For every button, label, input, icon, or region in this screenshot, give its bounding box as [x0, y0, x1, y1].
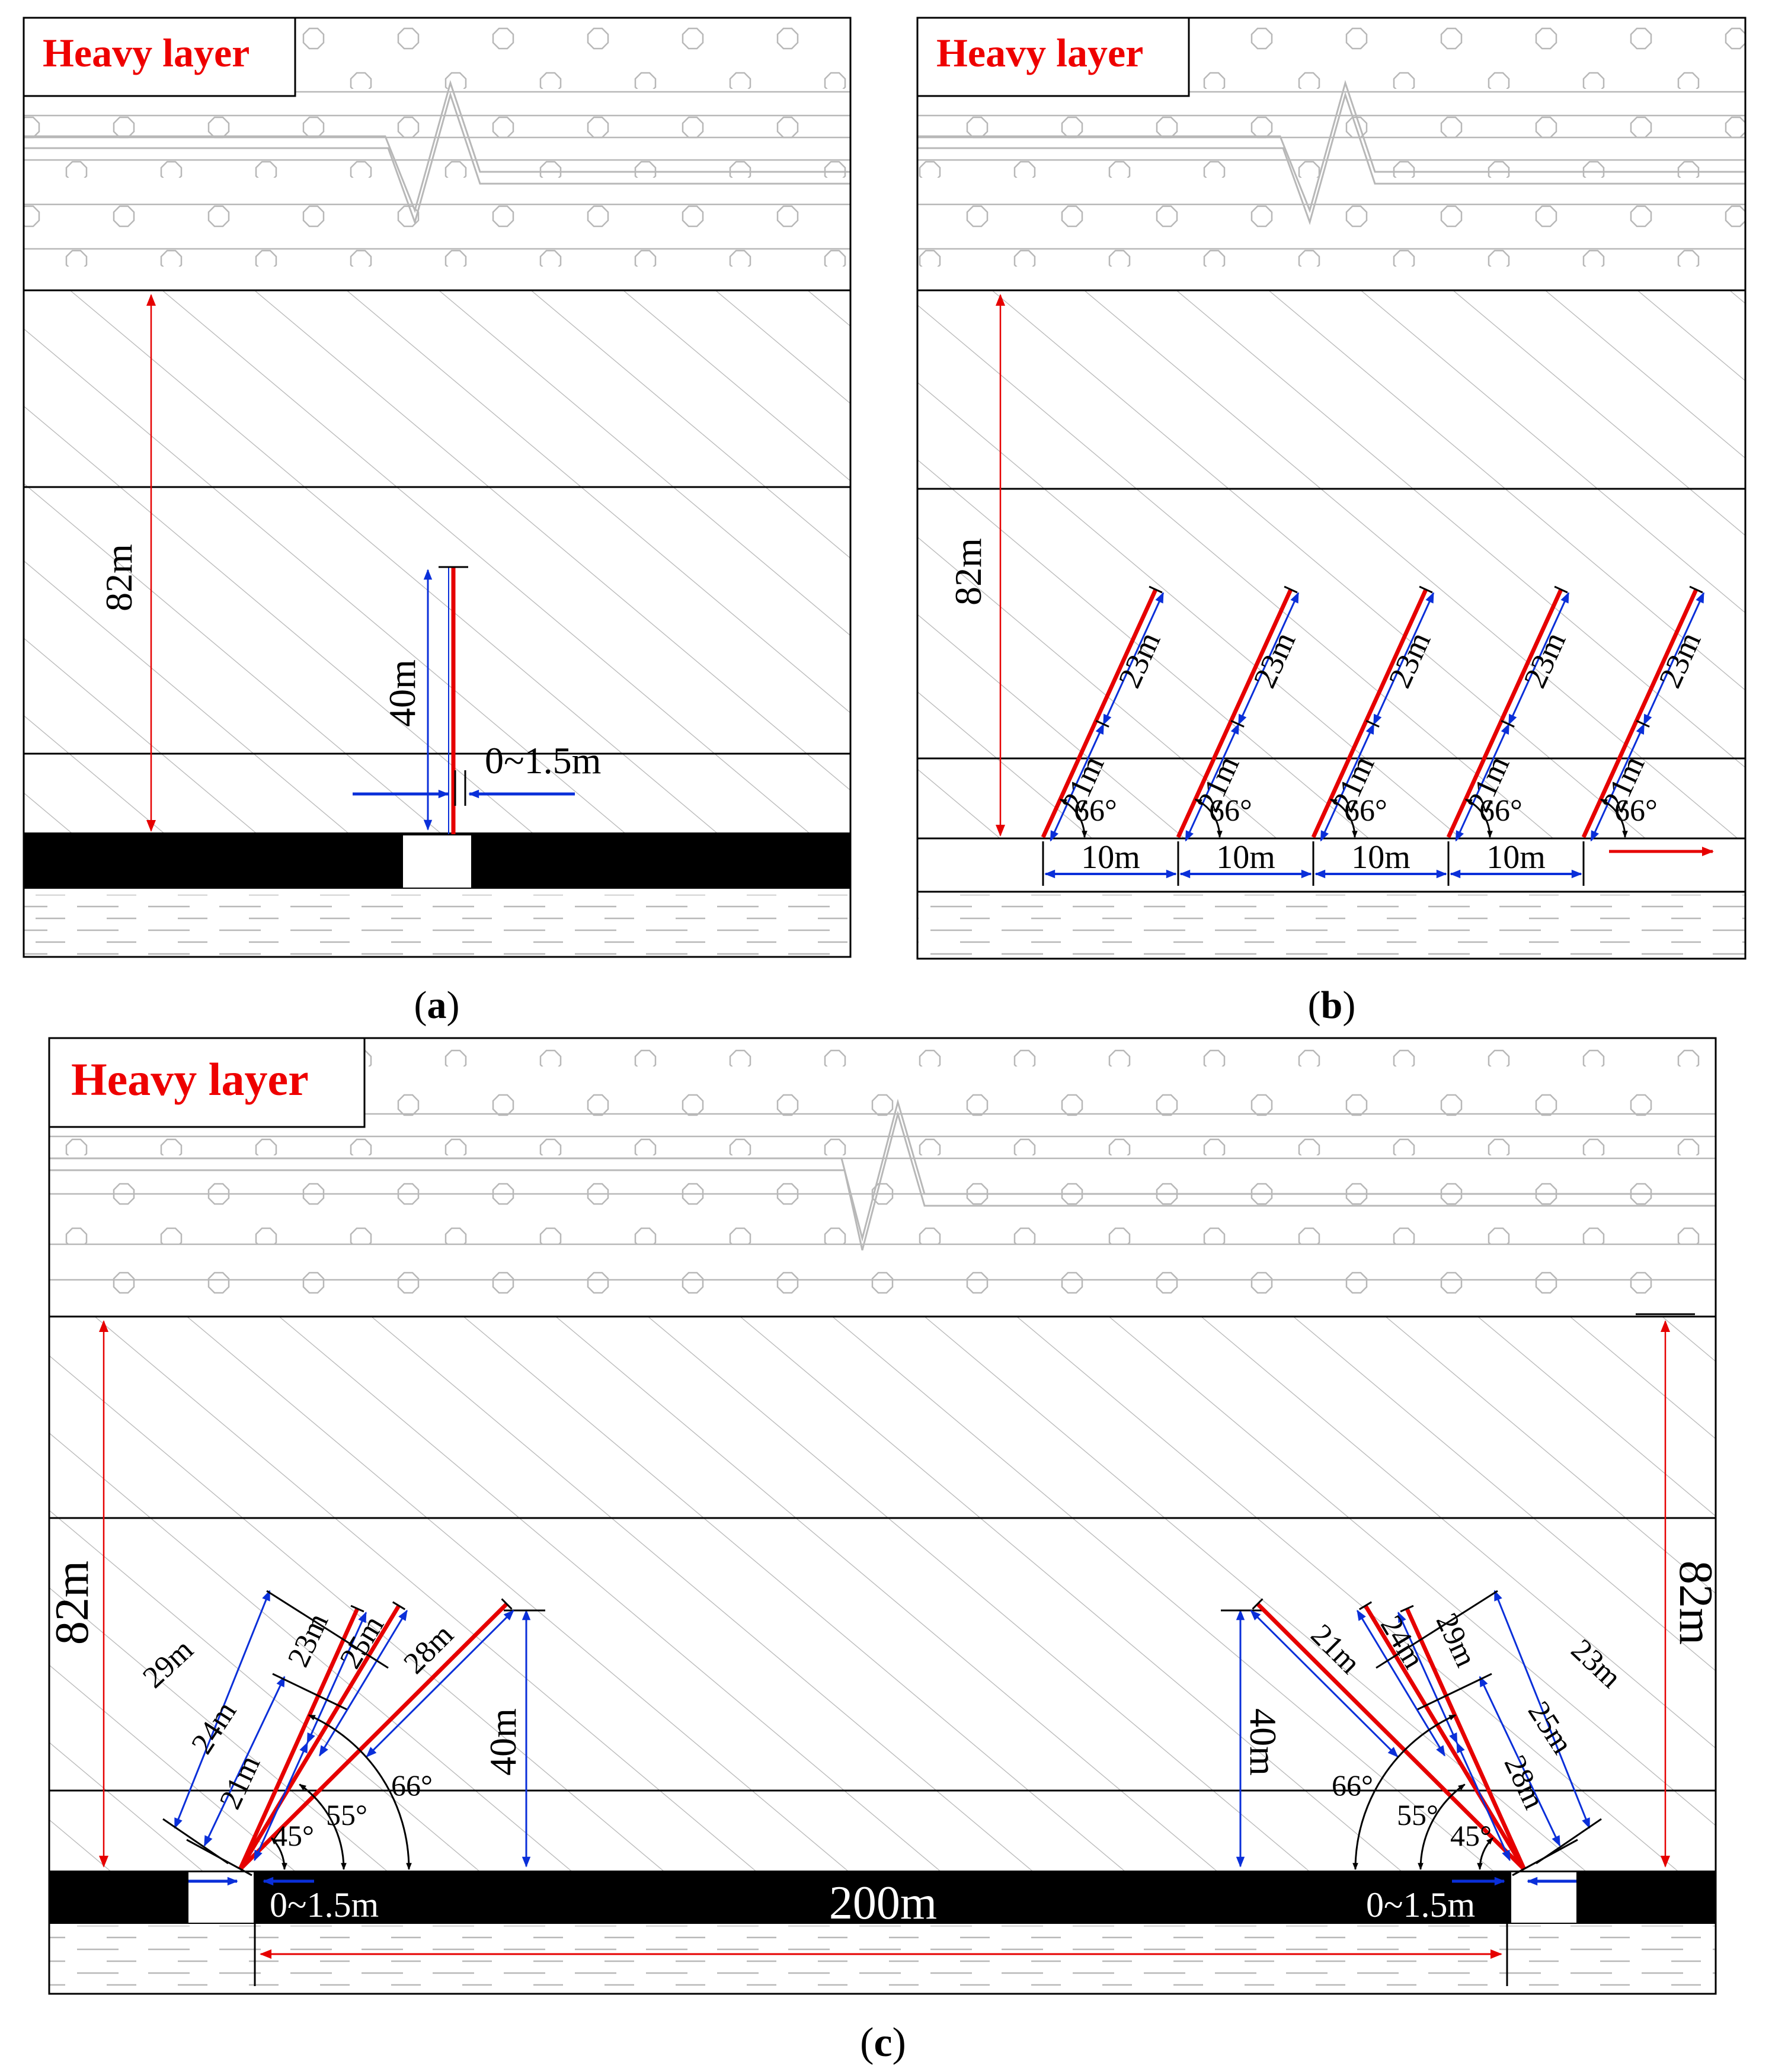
angle-arc — [1059, 798, 1087, 838]
angle-label: 66° — [1344, 794, 1387, 828]
fan-angle-arc — [1477, 1837, 1494, 1871]
fan-angle-label: 55° — [326, 1798, 367, 1831]
fan-angle-label: 45° — [273, 1819, 314, 1852]
panel-b-caption: (b) — [1308, 984, 1356, 1027]
segment-dim-upper — [1373, 592, 1435, 725]
angle-arc — [1329, 798, 1358, 838]
panel-a-distance-label: 82m — [98, 544, 140, 611]
panel-b-spacing-2: 10m — [1177, 839, 1314, 886]
angle-arc — [1600, 798, 1628, 838]
panel-a-heavy-label: Heavy layer — [43, 30, 250, 75]
panel-a-roadway — [403, 835, 471, 888]
segment-dim-upper — [1643, 592, 1705, 725]
panel-a-floor-stratum — [24, 895, 850, 957]
fan-angle-label: 66° — [1332, 1769, 1373, 1802]
panel-c-distance-label-right: 82m — [1669, 1561, 1722, 1645]
segment-dim-lower — [1185, 723, 1240, 842]
panel-c-offset-label-right: 0~1.5m — [1366, 1885, 1475, 1924]
angle-arc — [1464, 798, 1493, 838]
panel-a-offset-label: 0~1.5m — [485, 739, 601, 782]
panel-c-heavy-label: Heavy layer — [71, 1053, 309, 1105]
panel-c-border — [48, 1037, 1717, 1995]
fan-ext-dim-2 — [174, 1590, 271, 1829]
panel-b-heavy-label: Heavy layer — [936, 30, 1143, 75]
fan-angle-label: 45° — [1450, 1819, 1492, 1852]
segment-dim-lower — [1590, 723, 1645, 842]
panel-c-rock-hatch — [49, 1317, 1716, 1871]
fan-angle-arc — [308, 1714, 412, 1871]
panel-c-floor-stratum — [49, 1926, 1716, 1994]
fan-angle-label: 66° — [391, 1769, 433, 1802]
panel-c-caption: (c) — [860, 2020, 906, 2065]
panel-a-hole-length-label: 40m — [381, 659, 423, 727]
spacing-label: 10m — [1351, 839, 1410, 876]
panel-c-height-label-right: 40m — [1242, 1708, 1284, 1776]
panel-b-spacing-3: 10m — [1312, 839, 1450, 886]
panel-c-fault-symbol — [49, 1099, 1716, 1242]
panel-a-heavy-label-box — [23, 17, 296, 97]
panel-c-offset-label-left: 0~1.5m — [270, 1885, 379, 1924]
panel-c-coal-seam — [49, 1871, 1716, 1924]
panel-b-bedding-lines — [917, 91, 1745, 250]
panel-b-floor-stratum — [917, 895, 1745, 959]
spacing-label: 10m — [1081, 839, 1140, 876]
panel-a-fault-symbol — [24, 79, 850, 213]
segment-dim-upper — [1237, 592, 1300, 725]
segment-dim-lower — [1455, 723, 1510, 842]
panel-b-spacing-4: 10m — [1447, 839, 1585, 886]
panel-b-spacing-1: 10m — [1042, 839, 1179, 886]
segment-dim-lower — [1050, 723, 1105, 842]
spacing-label: 10m — [1486, 839, 1546, 876]
panel-c-heavy-label-box — [48, 1037, 366, 1128]
segment-dim-upper — [1508, 592, 1570, 725]
angle-arc — [1194, 798, 1223, 838]
fan-ext-dim-2 — [1493, 1590, 1591, 1829]
panel-c-height-label-left: 40m — [482, 1708, 524, 1776]
panel-c-distance-label-left: 82m — [46, 1561, 98, 1645]
segment-dim-lower — [1320, 723, 1375, 842]
angle-label: 66° — [1479, 794, 1522, 828]
panel-a-rock-hatch — [24, 290, 850, 832]
panel-a-caption: (a) — [414, 984, 460, 1027]
angle-label: 66° — [1074, 794, 1117, 828]
spacing-label: 10m — [1216, 839, 1275, 876]
angle-label: 66° — [1614, 794, 1658, 828]
panel-b-distance-label: 82m — [947, 538, 989, 606]
fan-angle-arc — [1352, 1714, 1457, 1871]
panel-a: Heavy layer 82m 40m 0~1.5m (a) — [23, 17, 852, 1027]
panel-c-span-label: 200m — [829, 1877, 937, 1929]
panel-b-heavy-label-box — [916, 17, 1190, 97]
panel-b-fault-symbol — [917, 79, 1745, 213]
segment-dim-upper — [1102, 592, 1165, 725]
fan-angle-arc — [270, 1837, 287, 1871]
fan-angle-label: 55° — [1397, 1798, 1438, 1831]
angle-label: 66° — [1209, 794, 1252, 828]
